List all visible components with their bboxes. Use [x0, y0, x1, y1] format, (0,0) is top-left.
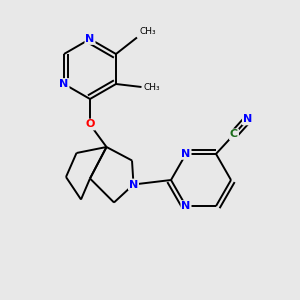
Text: N: N [182, 201, 190, 211]
Text: CH₃: CH₃ [140, 27, 156, 36]
Text: N: N [85, 34, 94, 44]
Text: CH₃: CH₃ [144, 82, 160, 91]
Text: N: N [129, 179, 138, 190]
Text: O: O [85, 119, 95, 130]
Text: C: C [230, 129, 238, 140]
Text: N: N [243, 114, 252, 124]
Text: N: N [182, 149, 190, 159]
Text: N: N [59, 79, 69, 89]
